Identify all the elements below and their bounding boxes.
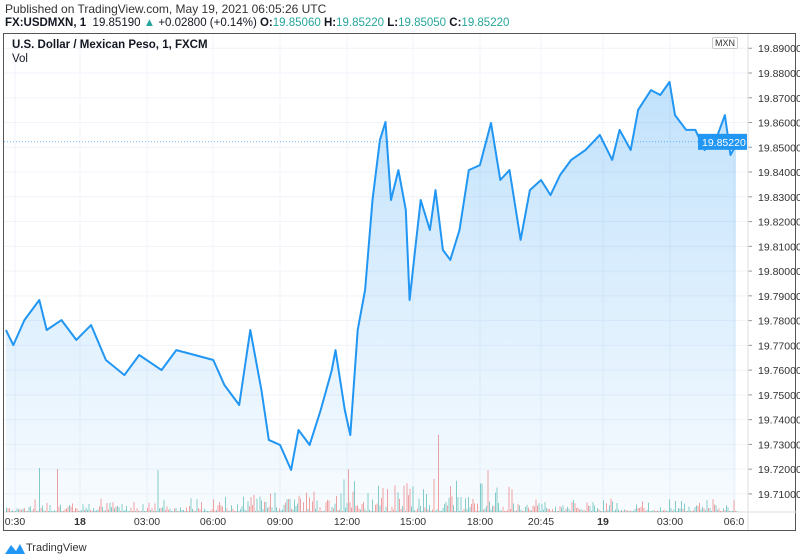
price-change: +0.02800 (+0.14%) bbox=[158, 17, 257, 29]
x-tick-label: 15:00 bbox=[400, 516, 426, 528]
y-tick-label: 19.76000 bbox=[758, 365, 800, 377]
y-tick-label: 19.77000 bbox=[758, 340, 800, 352]
published-note: Published on TradingView.com, May 19, 20… bbox=[5, 2, 327, 16]
tradingview-logo-icon bbox=[5, 544, 25, 554]
y-tick-label: 19.81000 bbox=[758, 241, 800, 253]
symbol: FX:USDMXN, 1 bbox=[5, 17, 87, 29]
tradingview-logo[interactable]: TradingView bbox=[4, 540, 87, 556]
y-tick-label: 19.88000 bbox=[758, 68, 800, 80]
y-tick-label: 19.86000 bbox=[758, 118, 800, 130]
y-tick-label: 19.83000 bbox=[758, 192, 800, 204]
x-tick-label: 19 bbox=[597, 516, 609, 528]
high-value: 19.85220 bbox=[336, 17, 385, 29]
y-tick-label: 19.74000 bbox=[758, 415, 800, 427]
x-tick-label: 03:00 bbox=[134, 516, 160, 528]
y-tick-label: 19.87000 bbox=[758, 93, 800, 105]
price-area bbox=[5, 81, 736, 513]
y-tick-label: 19.71000 bbox=[758, 489, 800, 501]
chart-title: U.S. Dollar / Mexican Peso, 1, FXCM bbox=[12, 39, 208, 51]
y-tick-label: 19.85000 bbox=[758, 142, 800, 154]
last-price-label: 19.85220 bbox=[702, 137, 746, 149]
chart-frame[interactable] bbox=[3, 33, 796, 531]
up-arrow-icon: ▲ bbox=[143, 17, 156, 29]
x-tick-label: 18 bbox=[74, 516, 86, 528]
y-tick-label: 19.84000 bbox=[758, 167, 800, 179]
x-tick-label: 06:00 bbox=[200, 516, 226, 528]
y-tick-label: 19.75000 bbox=[758, 390, 800, 402]
currency-badge[interactable]: MXN bbox=[712, 37, 738, 49]
symbol-bar: FX:USDMXN, 1 19.85190 ▲ +0.02800 (+0.14%… bbox=[5, 17, 510, 29]
close-value: 19.85220 bbox=[461, 17, 510, 29]
last-price-badge bbox=[698, 133, 747, 150]
y-tick-label: 19.79000 bbox=[758, 291, 800, 303]
x-tick-label: 03:00 bbox=[657, 516, 683, 528]
last-price: 19.85190 bbox=[92, 17, 141, 29]
x-tick-label: 20:45 bbox=[528, 516, 554, 528]
y-tick-label: 19.78000 bbox=[758, 316, 800, 328]
price-line bbox=[5, 80, 737, 471]
x-tick-label: 0:30 bbox=[5, 516, 26, 528]
y-tick-label: 19.82000 bbox=[758, 217, 800, 229]
x-tick-label: 06:0 bbox=[724, 516, 745, 528]
open-value: 19.85060 bbox=[272, 17, 321, 29]
y-tick-label: 19.80000 bbox=[758, 266, 800, 278]
y-tick-label: 19.73000 bbox=[758, 439, 800, 451]
y-tick-label: 19.89000 bbox=[758, 43, 800, 55]
x-tick-label: 12:00 bbox=[334, 516, 360, 528]
volume-bar bbox=[736, 511, 738, 512]
x-tick-label: 18:00 bbox=[467, 516, 493, 528]
volume-label: Vol bbox=[12, 53, 28, 65]
y-tick-label: 19.72000 bbox=[758, 464, 800, 476]
low-value: 19.85050 bbox=[398, 17, 447, 29]
x-tick-label: 09:00 bbox=[267, 516, 293, 528]
